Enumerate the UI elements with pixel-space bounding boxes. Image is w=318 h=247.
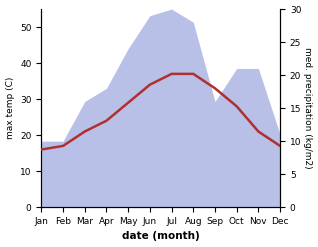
X-axis label: date (month): date (month) [122, 231, 200, 242]
Y-axis label: med. precipitation (kg/m2): med. precipitation (kg/m2) [303, 47, 313, 169]
Y-axis label: max temp (C): max temp (C) [5, 77, 15, 139]
